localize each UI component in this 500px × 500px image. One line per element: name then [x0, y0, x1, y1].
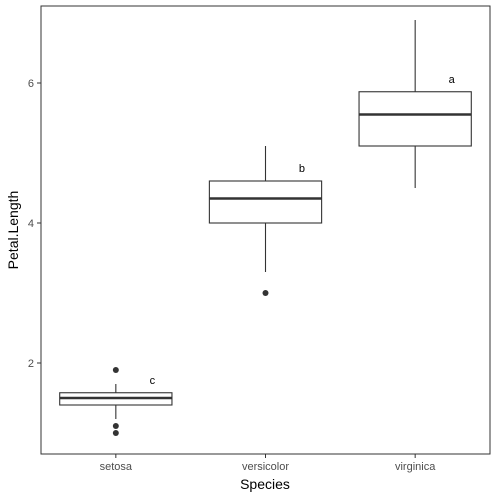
box-versicolor: b — [208, 146, 323, 296]
group-letter-label: a — [449, 74, 456, 86]
x-axis-title: Species — [240, 476, 290, 492]
y-axis: 2 4 6 — [28, 78, 41, 370]
y-tick-label: 2 — [28, 358, 34, 370]
outlier-point — [262, 290, 269, 296]
outlier-point — [112, 367, 119, 373]
x-tick-label: versicolor — [242, 461, 289, 473]
box-setosa: c — [59, 367, 173, 436]
iqr-box — [208, 180, 323, 224]
iqr-box — [358, 91, 472, 147]
x-tick-label: virginica — [395, 461, 436, 473]
y-tick-label: 6 — [28, 78, 34, 90]
box-virginica: a — [358, 20, 472, 188]
boxes-layer: c b a — [59, 20, 472, 436]
y-axis-title: Petal.Length — [5, 191, 21, 270]
y-tick-label: 4 — [28, 218, 34, 230]
group-letter-label: b — [299, 163, 305, 175]
outlier-point — [112, 430, 119, 436]
group-letter-label: c — [150, 375, 156, 387]
outlier-point — [112, 423, 119, 429]
x-tick-label: setosa — [100, 461, 133, 473]
x-axis: setosa versicolor virginica — [100, 454, 436, 473]
